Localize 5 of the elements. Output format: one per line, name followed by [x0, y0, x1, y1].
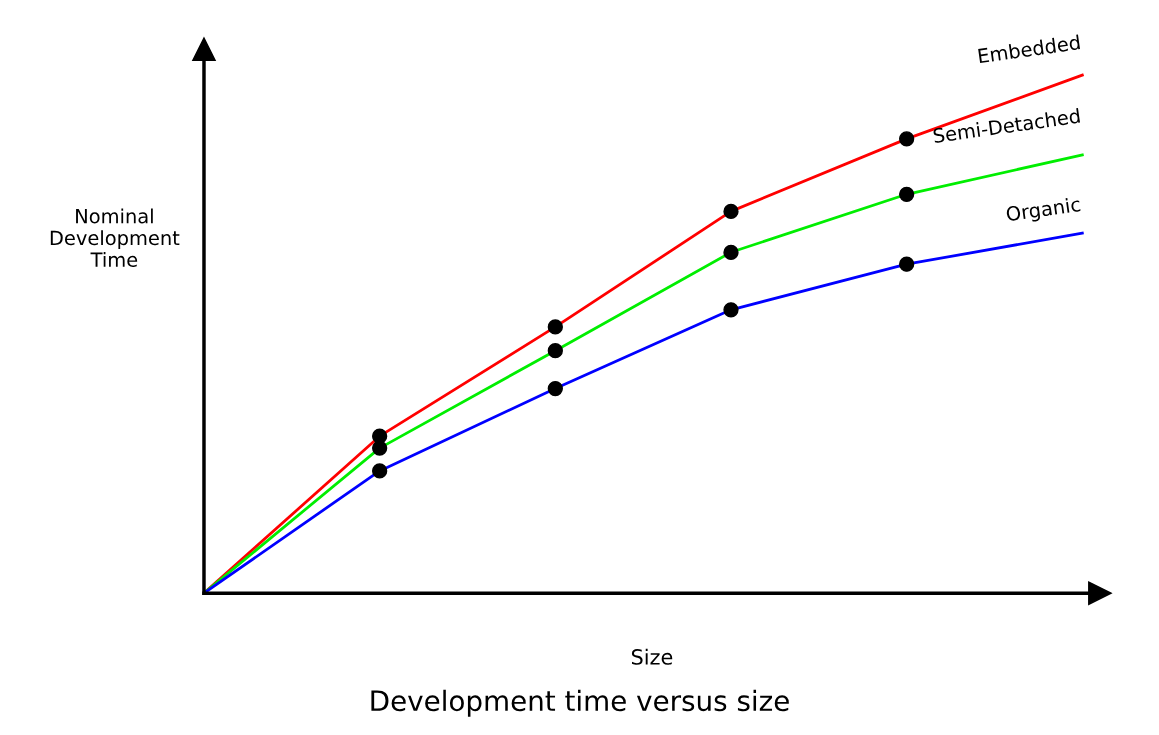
y-axis-title: Nominal Development Time — [50, 208, 180, 268]
text: Organic — [1005, 196, 1082, 226]
x-axis-title: Size — [631, 648, 673, 665]
text: Development time versus size — [371, 689, 789, 717]
text: Embedded — [978, 34, 1081, 64]
